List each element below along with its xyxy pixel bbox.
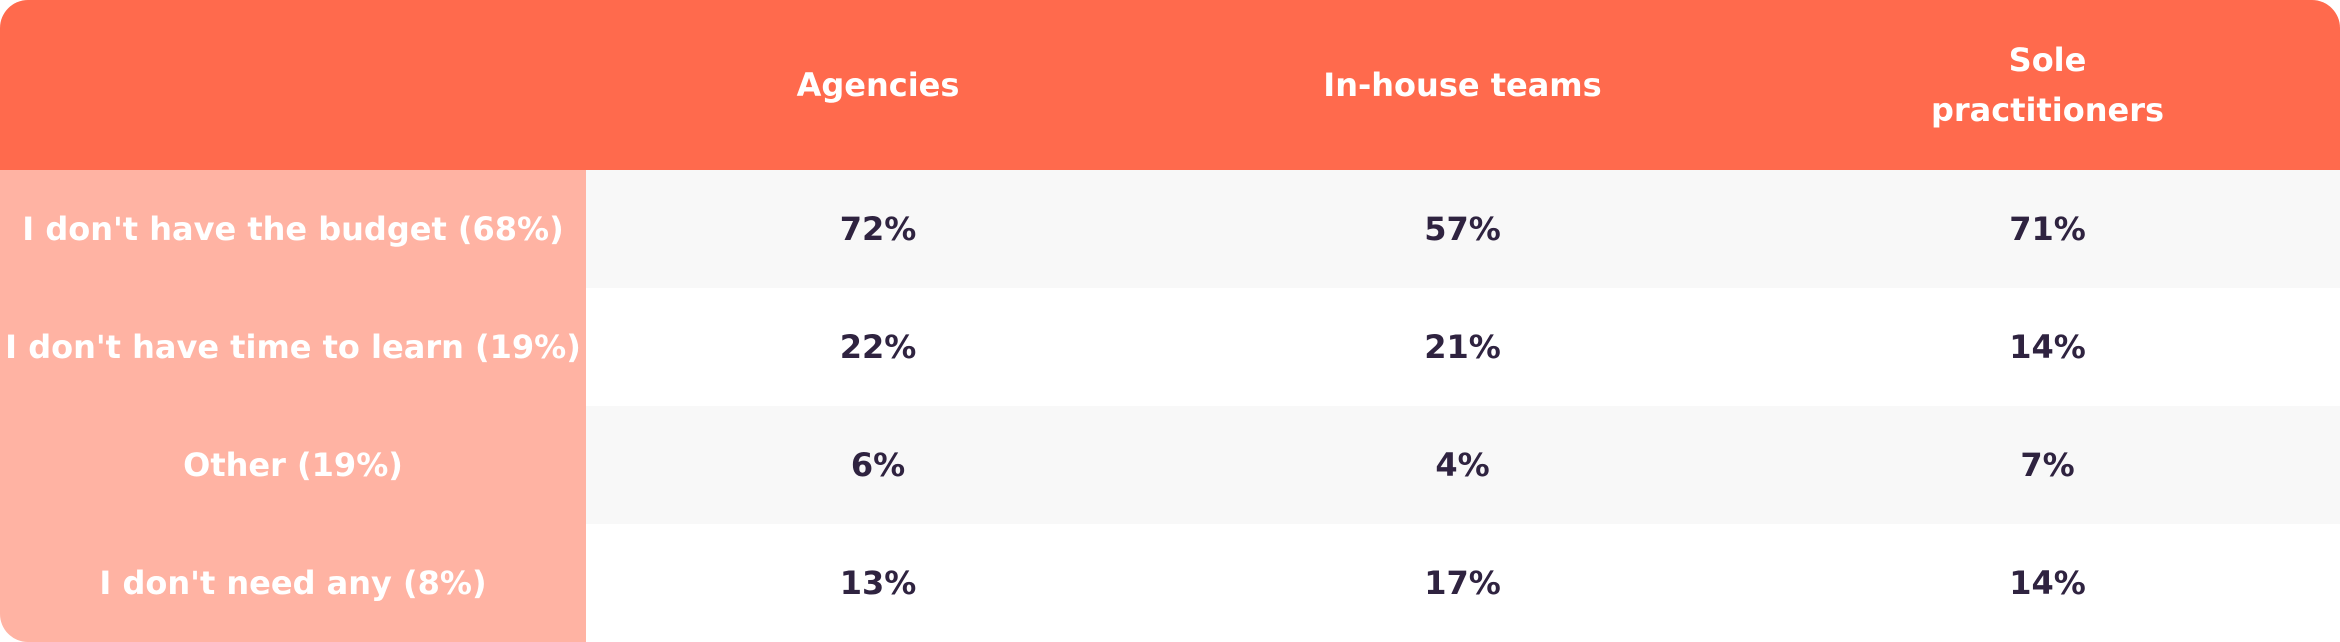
cell-dont-need-any-agencies: 13% — [839, 564, 917, 602]
header-sole-practitioners: Sole practitioners — [1755, 0, 2340, 170]
table-row-budget: I don't have the budget (68%) 72% 57% 71… — [0, 170, 2340, 288]
cell-dont-need-any-sole-practitioners: 14% — [2009, 564, 2086, 602]
header-empty-cell — [0, 0, 586, 170]
cell-other-agencies: 6% — [850, 446, 906, 484]
cell-time-to-learn-sole-practitioners: 14% — [2009, 328, 2086, 366]
table-header-row: Agencies In-house teams Sole practitione… — [0, 0, 2340, 170]
row-label-budget: I don't have the budget (68%) — [0, 170, 586, 288]
cell-dont-need-any-in-house-teams: 17% — [1424, 564, 1501, 602]
table-row-dont-need-any: I don't need any (8%) 13% 17% 14% — [0, 524, 2340, 642]
cell-budget-sole-practitioners: 71% — [2009, 210, 2086, 248]
header-agencies: Agencies — [796, 66, 960, 104]
table-row-other: Other (19%) 6% 4% 7% — [0, 406, 2340, 524]
row-label-dont-need-any: I don't need any (8%) — [0, 524, 586, 642]
cell-budget-agencies: 72% — [839, 210, 917, 248]
cell-budget-in-house-teams: 57% — [1424, 210, 1501, 248]
header-sole-practitioners-label: Sole practitioners — [1930, 41, 2165, 129]
row-label-other: Other (19%) — [0, 406, 586, 524]
cell-time-to-learn-agencies: 22% — [839, 328, 917, 366]
cell-time-to-learn-in-house-teams: 21% — [1424, 328, 1501, 366]
cell-other-sole-practitioners: 7% — [2020, 446, 2075, 484]
cell-other-in-house-teams: 4% — [1435, 446, 1490, 484]
row-label-time-to-learn: I don't have time to learn (19%) — [0, 288, 586, 406]
header-in-house-teams: In-house teams — [1323, 66, 1602, 104]
table-row-time-to-learn: I don't have time to learn (19%) 22% 21%… — [0, 288, 2340, 406]
